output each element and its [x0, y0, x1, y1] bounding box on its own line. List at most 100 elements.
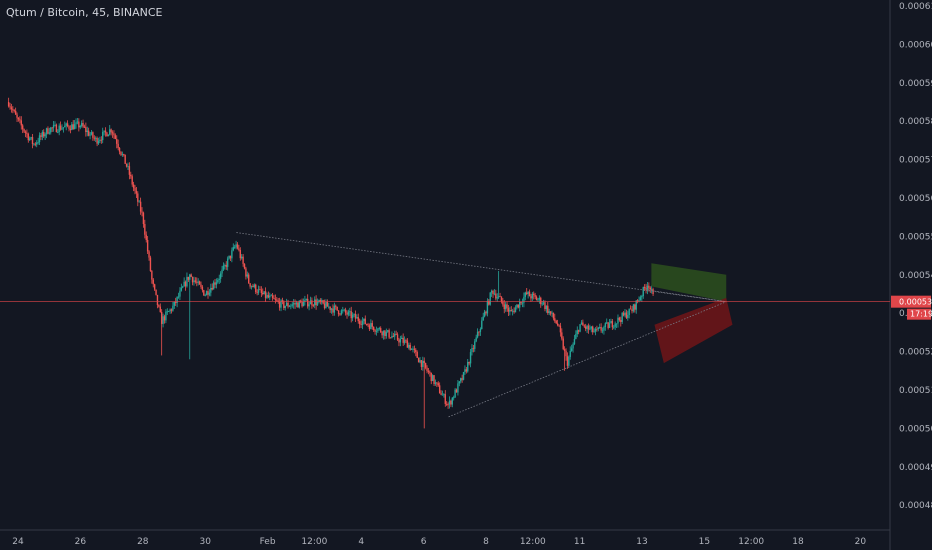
candle-body	[371, 323, 373, 327]
candle-body	[621, 312, 623, 322]
candle-body	[90, 132, 93, 135]
x-tick-label: 6	[421, 537, 427, 547]
candle-body	[99, 139, 101, 142]
candle-body	[533, 293, 535, 295]
candle-body	[329, 306, 331, 310]
candle-body	[579, 324, 581, 332]
candle-body	[590, 326, 592, 329]
candle-body	[134, 187, 136, 191]
candle-body	[563, 349, 566, 351]
x-tick-label: 18	[792, 537, 804, 547]
candle-body	[160, 311, 163, 324]
candle-body	[204, 295, 206, 297]
y-tick-label: 0.000610	[899, 2, 932, 12]
candle-body	[110, 129, 112, 133]
candle-body	[629, 308, 632, 310]
candle-body	[68, 126, 70, 129]
candle-body	[361, 321, 364, 325]
candle-body	[165, 311, 167, 321]
candle-body	[401, 337, 403, 339]
candle-body	[87, 130, 90, 136]
candle-body	[208, 292, 211, 295]
candle-body	[476, 331, 479, 338]
candle-body	[86, 130, 88, 133]
candle-body	[608, 323, 611, 328]
candle-body	[131, 176, 133, 185]
candle-body	[76, 121, 79, 123]
candle-body	[176, 296, 178, 303]
candle-body	[469, 352, 472, 364]
candle-body	[111, 132, 114, 134]
candle-body	[548, 311, 550, 313]
candle-body	[152, 279, 154, 285]
candle-body	[372, 326, 375, 331]
candle-body	[271, 295, 274, 298]
candle-body	[555, 320, 557, 324]
candle-body	[44, 134, 46, 137]
candle-body	[642, 287, 644, 297]
x-tick-label: 4	[358, 537, 364, 547]
candle-body	[33, 143, 35, 145]
candle-body	[416, 352, 418, 358]
candle-body	[583, 325, 585, 327]
candle-body	[398, 339, 400, 343]
candle-body	[127, 166, 129, 167]
candle-body	[311, 300, 313, 306]
candle-body	[531, 293, 534, 299]
candle-body	[500, 296, 503, 302]
candle-body	[451, 397, 454, 405]
candle-body	[347, 311, 350, 315]
candle-body	[551, 312, 553, 314]
candle-body	[104, 130, 107, 133]
candle-body	[197, 281, 199, 283]
candle-body	[636, 300, 639, 302]
candle-body	[264, 291, 267, 298]
candle-body	[554, 318, 556, 321]
candle-body	[448, 400, 451, 405]
candle-body	[226, 258, 229, 267]
candle-body	[641, 296, 643, 298]
candle-body	[513, 310, 515, 313]
candle-body	[287, 302, 289, 307]
candle-body	[328, 306, 330, 308]
candle-body	[503, 304, 505, 310]
candle-body	[30, 137, 32, 139]
candle-body	[570, 348, 573, 351]
candle-body	[496, 297, 498, 299]
candle-body	[584, 326, 587, 329]
candle-body	[233, 246, 236, 248]
candle-body	[631, 309, 633, 312]
candle-body	[61, 128, 63, 130]
candle-body	[509, 310, 511, 312]
candle-body	[273, 297, 275, 300]
candle-body	[52, 125, 55, 128]
candle-body	[210, 287, 212, 293]
candle-body	[37, 142, 39, 143]
candle-body	[229, 255, 232, 259]
candle-body	[622, 312, 625, 316]
candle-body	[41, 131, 44, 137]
candle-body	[97, 141, 100, 144]
candle-body	[103, 130, 105, 132]
candle-body	[547, 305, 549, 313]
candle-body	[256, 292, 258, 293]
x-tick-label: 24	[12, 537, 24, 547]
candle-body	[218, 278, 220, 280]
candle-body	[292, 303, 295, 305]
candle-body	[23, 129, 25, 132]
candle-body	[144, 224, 146, 235]
candle-body	[438, 385, 441, 394]
candle-body	[73, 124, 76, 130]
candle-body	[518, 301, 521, 308]
candle-body	[222, 265, 225, 270]
candle-body	[643, 287, 646, 289]
candle-body	[365, 324, 368, 325]
candle-body	[306, 298, 309, 307]
trend-line	[448, 301, 727, 418]
candle-body	[250, 285, 253, 287]
candle-body	[285, 302, 288, 306]
candle-body	[71, 124, 73, 131]
candle-body	[31, 137, 34, 144]
candle-body	[54, 124, 56, 126]
